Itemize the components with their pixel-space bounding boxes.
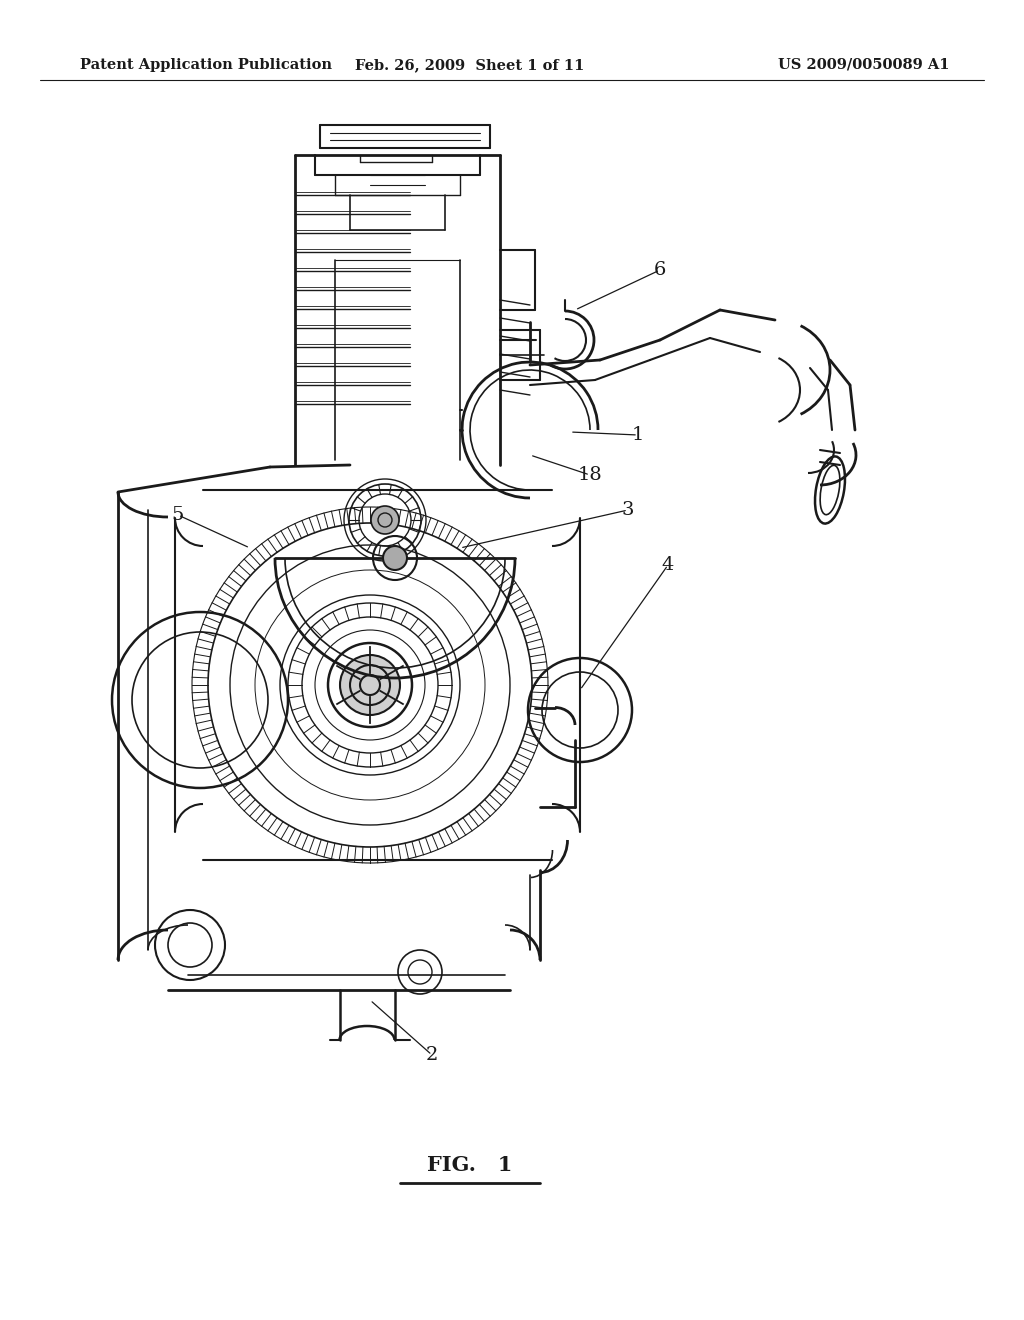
- Text: 18: 18: [578, 466, 602, 484]
- Circle shape: [383, 546, 407, 570]
- Circle shape: [340, 655, 400, 715]
- Text: US 2009/0050089 A1: US 2009/0050089 A1: [778, 58, 950, 73]
- Text: 4: 4: [662, 556, 674, 574]
- Text: 2: 2: [426, 1045, 438, 1064]
- Text: 6: 6: [653, 261, 667, 279]
- Text: Feb. 26, 2009  Sheet 1 of 11: Feb. 26, 2009 Sheet 1 of 11: [355, 58, 585, 73]
- Text: 1: 1: [632, 426, 644, 444]
- Text: Patent Application Publication: Patent Application Publication: [80, 58, 332, 73]
- Text: FIG.   1: FIG. 1: [427, 1155, 513, 1175]
- Text: 5: 5: [172, 506, 184, 524]
- Circle shape: [371, 506, 399, 535]
- Text: 3: 3: [622, 502, 634, 519]
